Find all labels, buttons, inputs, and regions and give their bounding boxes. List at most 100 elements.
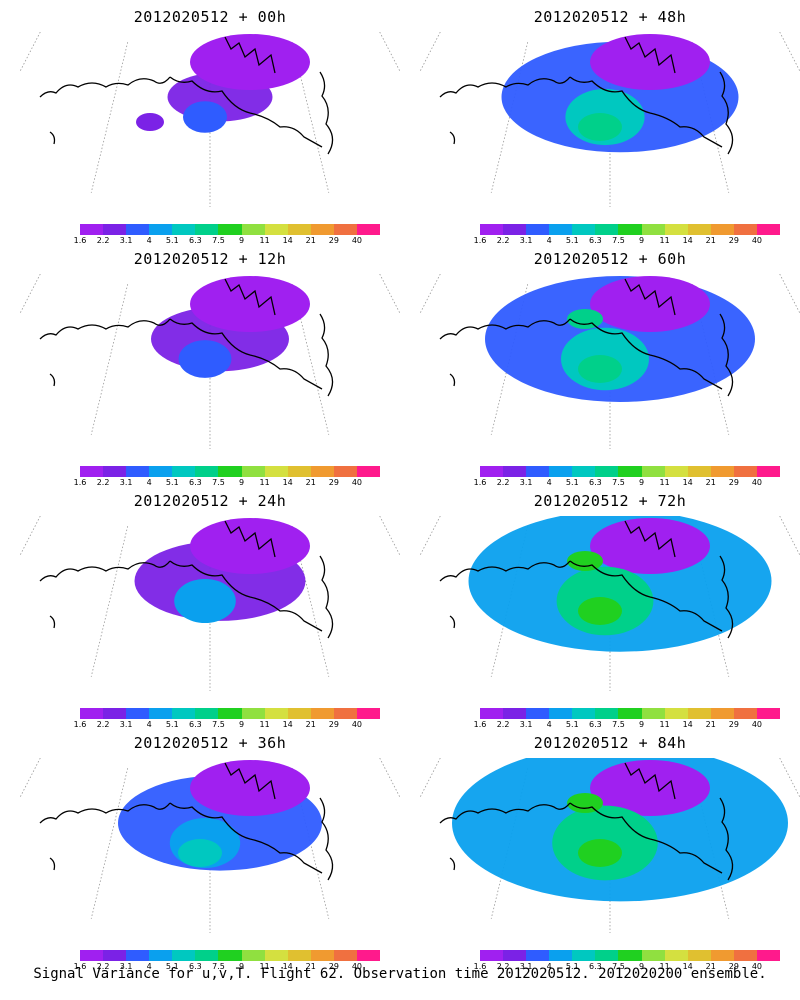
colorbar-ticks: 1.6 2.2 3.1 4 5.1 6.3 7.5 9 11 14 21 29 40 (474, 962, 780, 972)
colorbar-tick-label: 2.2 (496, 236, 510, 245)
variance-field (134, 518, 310, 623)
colorbar-swatch (333, 708, 357, 719)
colorbar-swatch (618, 708, 642, 719)
colorbar (480, 708, 781, 719)
colorbar-tick-label: 29 (328, 720, 339, 729)
colorbar-tick-label: 21 (305, 478, 316, 487)
colorbar-tick-label: 9 (238, 478, 245, 487)
colorbar-tick-label: 6.3 (189, 478, 202, 487)
colorbar-swatch (641, 466, 665, 477)
colorbar-swatch (103, 466, 127, 477)
coastlines (39, 520, 334, 639)
colorbar-ticks: 1.6 2.2 3.1 4 5.1 6.3 7.5 9 11 14 21 29 40 (74, 720, 380, 730)
colorbar-swatch (103, 224, 127, 235)
colorbar-tick-label: 11 (259, 962, 270, 971)
colorbar-swatch (356, 950, 381, 961)
colorbar-tick-label: 1.6 (73, 478, 87, 487)
colorbar-swatch (526, 466, 550, 477)
colorbar-tick-label: 7.5 (212, 478, 225, 487)
colorbar-tick-label: 9 (238, 236, 245, 245)
colorbar-swatch (333, 466, 357, 477)
colorbar-swatch (480, 708, 504, 719)
colorbar-swatch (503, 708, 527, 719)
colorbar-tick-label: 14 (682, 962, 693, 971)
colorbar-swatch (549, 708, 573, 719)
colorbar-swatch (264, 708, 288, 719)
coastlines (439, 520, 734, 639)
colorbar-tick-label: 40 (751, 962, 763, 971)
colorbar-swatch (503, 466, 527, 477)
colorbar-tick-label: 5.1 (165, 478, 179, 487)
colorbar (480, 950, 781, 961)
colorbar-swatch (80, 224, 104, 235)
colorbar-tick-label: 6.3 (589, 478, 602, 487)
colorbar-swatch (149, 708, 173, 719)
map-panel: 2012020512 + 36h 1.6 2.2 3.1 4 5.1 6.3 7.5 9 11 14… (20, 728, 400, 972)
colorbar-swatch (103, 708, 127, 719)
colorbar-swatch (687, 708, 711, 719)
map-panel: 2012020512 + 12h 1.6 2.2 3.1 4 5.1 6.3 7.5 9 11 14… (20, 244, 400, 488)
colorbar-swatch (595, 224, 619, 235)
colorbar-swatch (80, 708, 104, 719)
colorbar-swatch (687, 224, 711, 235)
colorbar-swatch (572, 224, 596, 235)
colorbar-tick-label: 40 (351, 236, 363, 245)
colorbar-tick-label: 11 (659, 720, 670, 729)
panel-title: 2012020512 + 00h (133, 8, 287, 26)
panel-title: 2012020512 + 36h (133, 734, 287, 752)
colorbar-tick-label: 40 (351, 720, 363, 729)
colorbar-tick-label: 40 (351, 478, 363, 487)
figure-caption: Signal Variance for u,v,T. Flight 62. Ob… (33, 966, 767, 982)
colorbar-tick-label: 40 (751, 236, 763, 245)
colorbar-swatch (756, 466, 781, 477)
colorbar-swatch (733, 950, 757, 961)
colorbar (80, 466, 381, 477)
colorbar-tick-label: 3.1 (519, 962, 533, 971)
colorbar-tick-label: 21 (705, 478, 716, 487)
colorbar-tick-label: 3.1 (119, 478, 133, 487)
colorbar-swatch (687, 466, 711, 477)
colorbar-swatch (126, 466, 150, 477)
colorbar-tick-label: 21 (305, 720, 316, 729)
map-panel: 2012020512 + 24h 1.6 2.2 3.1 4 5.1 6.3 7.5 9 11 14… (20, 486, 400, 730)
colorbar-swatch (195, 950, 219, 961)
colorbar-tick-label: 4 (146, 962, 152, 971)
colorbar-swatch (287, 224, 311, 235)
colorbar-tick-label: 7.5 (212, 720, 225, 729)
variance-map (420, 274, 800, 449)
variance-field (468, 516, 772, 652)
colorbar-tick-label: 1.6 (73, 720, 87, 729)
colorbar-ticks: 1.6 2.2 3.1 4 5.1 6.3 7.5 9 11 14 21 29 40 (74, 478, 380, 488)
colorbar-swatch (572, 708, 596, 719)
colorbar-swatch (618, 950, 642, 961)
colorbar-tick-label: 6.3 (189, 236, 202, 245)
colorbar-swatch (172, 950, 196, 961)
colorbar-swatch (756, 224, 781, 235)
coastlines (39, 762, 334, 881)
colorbar-tick-label: 4 (546, 962, 552, 971)
colorbar-tick-label: 5.1 (165, 236, 179, 245)
colorbar-tick-label: 29 (328, 236, 339, 245)
map-panel: 2012020512 + 00h 1.6 2.2 3.1 4 5.1 6.3 7.5 9 11 14… (20, 2, 400, 246)
coastlines (439, 36, 734, 155)
panel-title: 2012020512 + 84h (533, 734, 687, 752)
colorbar-swatch (687, 950, 711, 961)
colorbar-tick-label: 11 (259, 478, 270, 487)
colorbar-swatch (526, 708, 550, 719)
colorbar-tick-label: 3.1 (519, 236, 533, 245)
colorbar-tick-label: 7.5 (212, 962, 225, 971)
colorbar-swatch (172, 466, 196, 477)
colorbar-tick-label: 2.2 (96, 236, 110, 245)
colorbar-tick-label: 2.2 (496, 962, 510, 971)
colorbar-swatch (310, 224, 334, 235)
colorbar-swatch (218, 466, 242, 477)
colorbar-tick-label: 1.6 (473, 478, 487, 487)
colorbar-swatch (218, 708, 242, 719)
colorbar (80, 224, 381, 235)
colorbar-tick-label: 40 (351, 962, 363, 971)
colorbar-swatch (310, 950, 334, 961)
colorbar (80, 708, 381, 719)
colorbar-tick-label: 4 (546, 720, 552, 729)
colorbar-swatch (664, 466, 688, 477)
colorbar-tick-label: 21 (705, 720, 716, 729)
